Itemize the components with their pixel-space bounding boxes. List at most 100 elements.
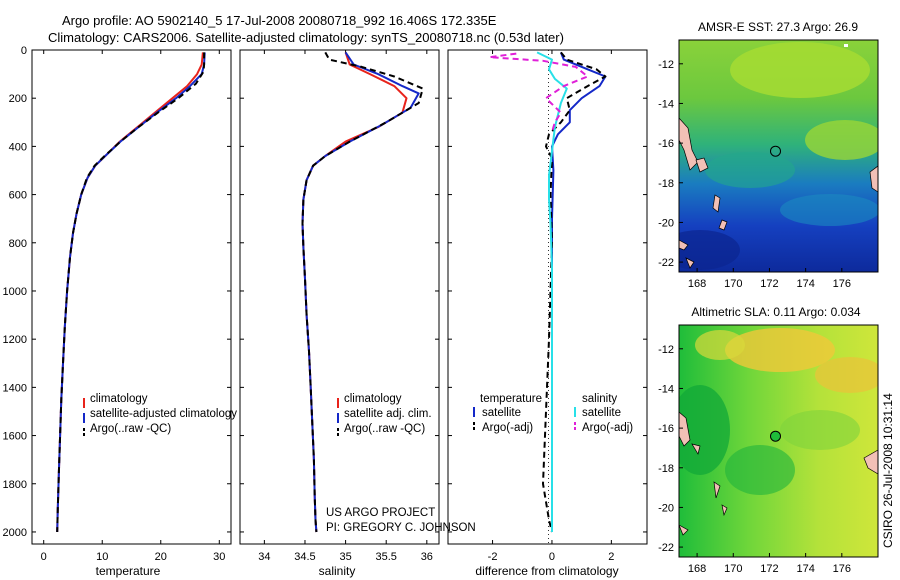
temperature-legend-satellite: satellite-adjusted climatology (90, 408, 237, 420)
difference-series-3 (488, 52, 589, 133)
sla-map-ytick-label: -16 (658, 423, 674, 435)
sst-map-xtick-label: 168 (688, 278, 706, 290)
legend-salinity-argo: Argo(-adj) (582, 422, 633, 434)
sla-map-ytick-label: -12 (658, 344, 674, 356)
sla-map-ytick-label: -14 (658, 383, 674, 395)
sla-map-panel: Altimetric SLA: 0.11 Argo: 0.034 168 170 1… (658, 305, 879, 575)
salinity-series-1 (301, 51, 420, 533)
sla-map-xtick-label: 176 (833, 563, 851, 575)
depth-tick-label: 800 (9, 238, 27, 250)
depth-tick-label: 1600 (3, 431, 27, 443)
salinity-xtick-label: 35.5 (375, 551, 396, 563)
difference-series-1 (542, 51, 607, 533)
sst-map-coast-east (869, 165, 878, 193)
credit-line-2: PI: GREGORY C. JOHNSON (326, 522, 476, 534)
difference-panel: -2 0 2 difference from climatology tempera… (447, 49, 648, 578)
temperature-series-0 (56, 52, 204, 533)
temperature-xtick-label: 30 (213, 551, 225, 563)
difference-axes (447, 49, 648, 545)
credit-line-1: US ARGO PROJECT (326, 507, 435, 519)
sst-map-ytick-label: -14 (658, 98, 674, 110)
sst-map-ytick-label: -16 (658, 138, 674, 150)
salinity-xtick-label: 34 (258, 551, 270, 563)
sst-map-xtick-label: 172 (760, 278, 778, 290)
depth-tick-label: 600 (9, 190, 27, 202)
salinity-series-0 (301, 52, 408, 533)
difference-xlabel: difference from climatology (475, 564, 618, 578)
temperature-legend-climatology: climatology (90, 393, 148, 405)
temperature-xtick-label: 0 (41, 551, 47, 563)
sst-map-xtick-label: 176 (833, 278, 851, 290)
salinity-legend-climatology: climatology (344, 393, 402, 405)
sla-map-xtick-label: 168 (688, 563, 706, 575)
sst-map-ticks: 168 170 172 174 176 -12 -14 -16 -18 -20 -22 (658, 59, 851, 290)
sla-argo-marker (770, 430, 781, 442)
depth-tick-label: 0 (21, 45, 27, 57)
sla-map-coast-west (679, 411, 691, 447)
sst-map-xtick-label: 174 (796, 278, 814, 290)
temperature-series (56, 52, 206, 533)
salinity-xtick-label: 36 (421, 551, 433, 563)
temperature-legend-argo: Argo(..raw -QC) (90, 423, 171, 435)
depth-tick-label: 400 (9, 141, 27, 153)
sst-argo-marker (770, 145, 781, 157)
sst-map-ytick-label: -20 (658, 217, 674, 229)
depth-tick-label: 1800 (3, 479, 27, 491)
salinity-xlabel: salinity (319, 564, 356, 578)
salinity-xtick-label: 34.5 (294, 551, 315, 563)
title-line-2: Climatology: CARS2006. Satellite-adjuste… (48, 30, 564, 45)
sla-map-ytick-label: -18 (658, 463, 674, 475)
depth-tick-label: 200 (9, 93, 27, 105)
salinity-axes (239, 49, 440, 545)
depth-tick-label: 2000 (3, 527, 27, 539)
sla-map-xtick-label: 172 (760, 563, 778, 575)
temperature-ticks: 0 10 20 30 0 200 400 600 800 1000 1200 1400 1600 1800… (3, 45, 231, 563)
difference-xtick-label: 0 (549, 551, 555, 563)
depth-tick-label: 1400 (3, 382, 27, 394)
temperature-series-2 (56, 52, 206, 533)
temperature-panel: 0 10 20 30 0 200 400 600 800 1000 1200 1400 1600 1800… (3, 45, 238, 578)
salinity-legend-satellite: satellite adj. clim. (344, 408, 432, 420)
difference-ticks: -2 0 2 (448, 49, 647, 563)
sla-map-coast-east (863, 449, 878, 475)
sla-map-title: Altimetric SLA: 0.11 Argo: 0.034 (691, 305, 861, 319)
sst-map-ytick-label: -12 (658, 59, 674, 71)
salinity-xtick-label: 35 (339, 551, 351, 563)
difference-xtick-label: -2 (488, 551, 498, 563)
legend-salinity-satellite: satellite (582, 407, 621, 419)
sst-map-ytick-label: -22 (658, 257, 674, 269)
sla-map-axes (678, 324, 879, 558)
salinity-series-2 (301, 51, 424, 533)
legend-header-temperature: temperature (480, 393, 542, 405)
title-line-1: Argo profile: AO 5902140_5 17-Jul-2008 2… (62, 13, 497, 28)
salinity-series (301, 51, 424, 533)
temperature-xtick-label: 10 (96, 551, 108, 563)
salinity-ticks: 34 34.5 35 35.5 36 (240, 49, 439, 563)
difference-legend: temperature salinity satellite Argo(-adj… (473, 393, 633, 434)
timestamp: CSIRO 26-Jul-2008 10:31:14 (881, 393, 895, 548)
sst-map-xtick-label: 170 (724, 278, 742, 290)
depth-tick-label: 1000 (3, 286, 27, 298)
difference-series (488, 51, 607, 533)
sst-map-axes (678, 39, 879, 273)
depth-tick-label: 1200 (3, 334, 27, 346)
temperature-series-1 (56, 52, 206, 533)
salinity-legend: climatology satellite adj. clim. Argo(..… (337, 393, 432, 438)
sla-map-ticks: 168 170 172 174 176 -12 -14 -16 -18 -20 -22 (658, 344, 851, 575)
sla-map-ytick-label: -20 (658, 502, 674, 514)
sst-map-title: AMSR-E SST: 27.3 Argo: 26.9 (698, 20, 858, 34)
legend-temperature-satellite: satellite (482, 407, 521, 419)
salinity-legend-argo: Argo(..raw -QC) (344, 423, 425, 435)
temperature-axes (31, 49, 232, 545)
sst-map-panel: AMSR-E SST: 27.3 Argo: 26.9 168 170 172 174… (658, 20, 879, 290)
difference-series-2 (536, 51, 568, 532)
temperature-xlabel: temperature (96, 564, 161, 578)
sst-map-ytick-label: -18 (658, 178, 674, 190)
sla-map-ytick-label: -22 (658, 542, 674, 554)
sst-map-coast-west (679, 117, 699, 171)
temperature-legend: climatology satellite-adjusted climatolo… (83, 393, 237, 438)
sla-map-xtick-label: 170 (724, 563, 742, 575)
legend-temperature-argo: Argo(-adj) (482, 422, 533, 434)
sla-map-xtick-label: 174 (796, 563, 814, 575)
